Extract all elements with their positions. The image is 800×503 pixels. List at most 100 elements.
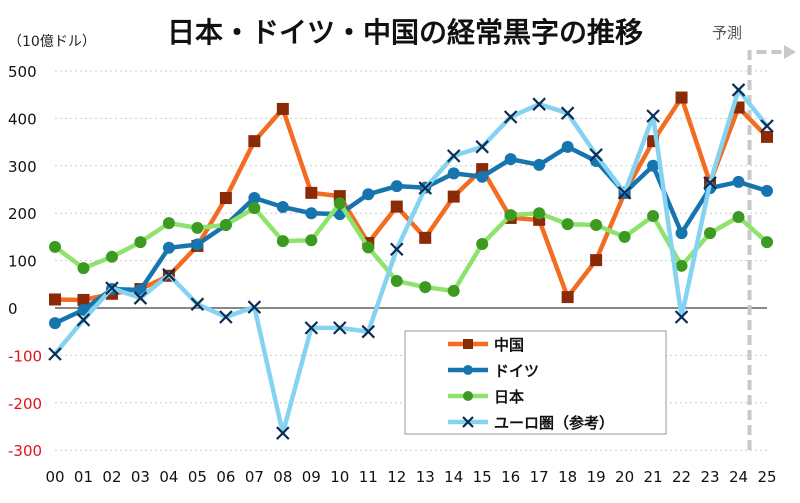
x-tick-label: 01 [74,468,93,486]
data-point [647,159,660,172]
data-point [533,207,546,220]
x-tick-label: 24 [729,468,748,486]
data-point [618,230,631,243]
x-tick-label: 25 [757,468,776,486]
x-tick-label: 09 [302,468,321,486]
y-tick-label: 0 [8,300,18,318]
legend-item: 中国 [448,336,524,354]
y-tick-label: -100 [8,347,42,365]
data-point [731,83,746,97]
data-point [447,284,460,297]
x-tick-label: 20 [615,468,634,486]
data-point [162,217,175,230]
data-point [447,167,460,180]
data-point [532,97,546,111]
data-point [732,210,745,223]
data-point [191,221,204,234]
x-tick-label: 18 [558,468,577,486]
data-point [760,119,774,133]
series-3 [48,83,774,440]
data-point [276,201,289,214]
y-tick-label: 200 [8,205,37,223]
series-2 [49,197,773,297]
data-point [504,153,517,166]
x-tick-label: 21 [644,468,663,486]
data-point [418,181,433,195]
data-point [333,321,347,335]
data-point [305,234,318,247]
x-tick-label: 14 [444,468,463,486]
x-tick-label: 06 [216,468,235,486]
legend-item: ユーロ圏（参考） [448,414,614,432]
data-point [276,426,290,440]
y-tick-label: 300 [8,158,37,176]
x-tick-label: 23 [700,468,719,486]
legend-label: ドイツ [494,362,539,380]
x-tick-label: 12 [387,468,406,486]
data-point [561,291,574,304]
data-point [446,149,461,163]
data-point [190,297,205,311]
data-point [447,190,460,203]
x-tick-label: 02 [102,468,121,486]
data-point [305,207,318,220]
series-line [54,95,769,303]
data-point [389,242,404,257]
data-point [589,148,603,162]
legend-label: 中国 [494,336,524,354]
data-point [247,300,262,314]
data-point [248,201,261,214]
data-point [561,140,574,153]
y-tick-label: -300 [8,442,42,460]
data-point [646,109,660,123]
data-point [390,180,403,193]
data-point [590,219,603,232]
data-point [504,209,517,222]
x-tick-label: 22 [672,468,691,486]
data-point [105,281,119,295]
data-point [304,321,319,335]
data-point [674,310,689,324]
data-point [248,135,261,148]
data-point [276,102,289,115]
x-tick-label: 15 [473,468,492,486]
data-point [590,254,603,267]
data-point [617,186,632,200]
data-point [503,110,518,124]
data-point [333,197,346,210]
x-tick-label: 19 [587,468,606,486]
data-point [276,235,289,248]
forecast-arrow-icon [784,45,796,59]
data-point [675,259,688,272]
data-point [219,310,233,324]
data-point [362,188,375,201]
x-tick-label: 05 [188,468,207,486]
data-point [77,303,90,316]
data-point [462,416,474,428]
data-point [48,347,62,361]
data-point [675,227,688,240]
data-point [703,176,717,190]
data-point [419,281,432,294]
data-point [533,158,546,171]
x-tick-label: 00 [45,468,64,486]
legend-box [404,330,667,435]
data-point [305,186,318,199]
x-tick-label: 17 [530,468,549,486]
data-point [463,391,473,401]
data-point [475,140,489,154]
y-tick-label: 400 [8,110,37,128]
data-point [49,240,61,253]
legend-label: ユーロ圏（参考） [494,414,614,432]
data-point [361,324,376,339]
data-point [732,175,745,188]
data-point [647,210,660,223]
data-point [77,293,90,306]
data-point [761,130,773,143]
x-tick-label: 13 [416,468,435,486]
legend-item: ドイツ [448,362,539,380]
forecast-divider-line [747,50,785,450]
data-point [219,192,232,205]
legend-item: 日本 [448,388,524,406]
